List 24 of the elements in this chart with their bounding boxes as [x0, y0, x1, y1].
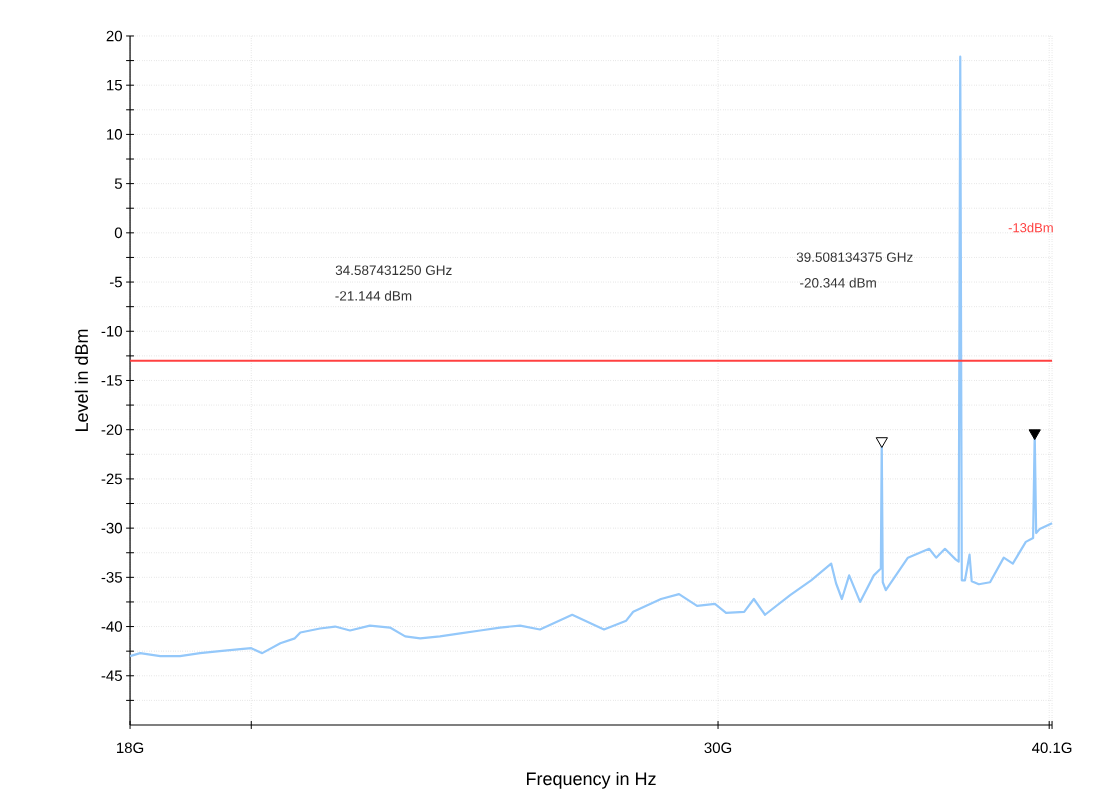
y-tick-label: -30	[101, 522, 122, 534]
y-tick-label: -5	[109, 276, 122, 288]
y-tick-label: -45	[101, 670, 122, 681]
x-axis-title: Frequency in Hz	[527, 771, 656, 789]
y-tick-label: 5	[114, 178, 122, 189]
annotation: -20.344 dBm	[800, 277, 876, 288]
y-tick-label: -40	[101, 621, 122, 632]
y-tick-label: -10	[101, 325, 122, 337]
ref-line-label: -13dBm	[1008, 222, 1053, 233]
y-tick-label: -25	[101, 473, 122, 485]
y-tick-label: -35	[101, 572, 122, 583]
x-tick-label: 18G	[117, 742, 144, 754]
y-tick-label: -20	[101, 424, 122, 435]
y-tick-label: -15	[101, 375, 122, 386]
x-tick-label: 40.1G	[1031, 742, 1072, 754]
y-axis-title: Level in dBm	[74, 329, 89, 432]
y-tick-label: 0	[114, 227, 122, 239]
x-tick-label: 30G	[704, 742, 732, 754]
y-tick-label: 10	[107, 129, 122, 140]
annotation: -21.144 dBm	[335, 290, 412, 301]
y-tick-label: 20	[106, 30, 122, 42]
annotation: 34.587431250 GHz	[335, 265, 452, 276]
y-tick-label: 15	[107, 79, 122, 91]
annotation: 39.508134375 GHz	[796, 252, 913, 262]
